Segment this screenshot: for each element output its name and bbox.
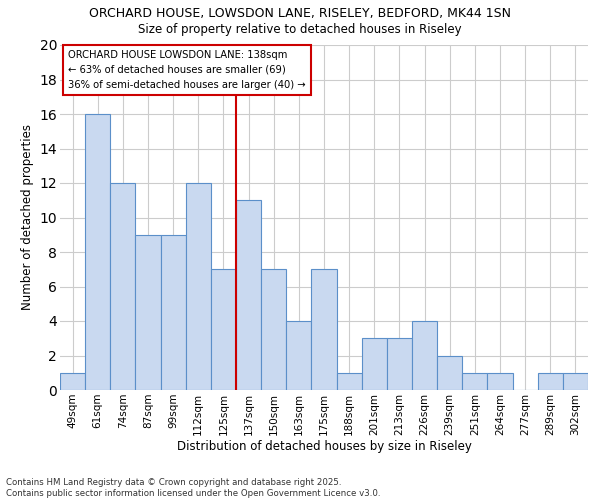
- Bar: [161, 235, 186, 390]
- Bar: [236, 200, 261, 390]
- Text: Size of property relative to detached houses in Riseley: Size of property relative to detached ho…: [138, 22, 462, 36]
- Bar: [337, 373, 362, 390]
- Bar: [211, 269, 236, 390]
- Bar: [387, 338, 412, 390]
- Bar: [538, 373, 563, 390]
- Y-axis label: Number of detached properties: Number of detached properties: [21, 124, 34, 310]
- Bar: [186, 183, 211, 390]
- Bar: [362, 338, 387, 390]
- X-axis label: Distribution of detached houses by size in Riseley: Distribution of detached houses by size …: [176, 440, 472, 454]
- Bar: [563, 373, 588, 390]
- Bar: [60, 373, 85, 390]
- Text: ORCHARD HOUSE LOWSDON LANE: 138sqm
← 63% of detached houses are smaller (69)
36%: ORCHARD HOUSE LOWSDON LANE: 138sqm ← 63%…: [68, 50, 305, 90]
- Bar: [311, 269, 337, 390]
- Bar: [462, 373, 487, 390]
- Bar: [110, 183, 136, 390]
- Bar: [261, 269, 286, 390]
- Text: Contains HM Land Registry data © Crown copyright and database right 2025.
Contai: Contains HM Land Registry data © Crown c…: [6, 478, 380, 498]
- Bar: [85, 114, 110, 390]
- Bar: [437, 356, 462, 390]
- Text: ORCHARD HOUSE, LOWSDON LANE, RISELEY, BEDFORD, MK44 1SN: ORCHARD HOUSE, LOWSDON LANE, RISELEY, BE…: [89, 8, 511, 20]
- Bar: [136, 235, 161, 390]
- Bar: [487, 373, 512, 390]
- Bar: [286, 321, 311, 390]
- Bar: [412, 321, 437, 390]
